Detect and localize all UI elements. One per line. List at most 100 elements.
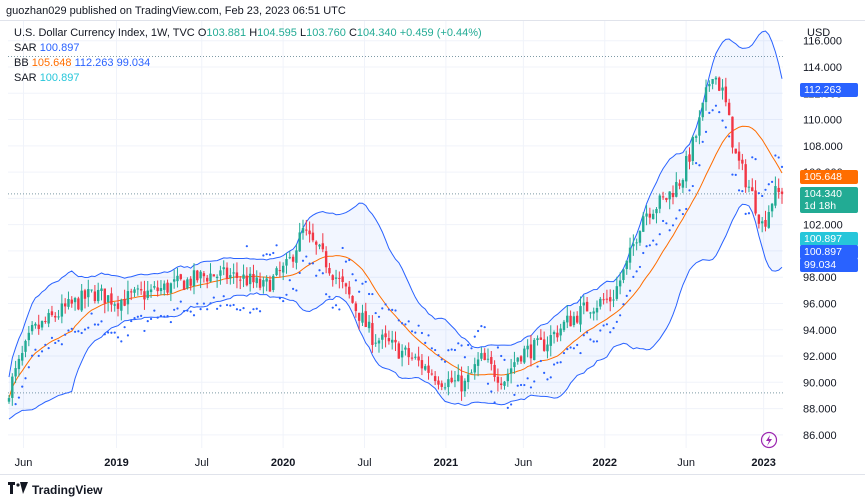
candle-body [559,328,562,336]
candle-body [678,183,681,186]
candle-body [490,357,493,364]
candle-body [407,348,410,358]
candle-body [30,324,34,332]
candle-body [572,316,576,326]
candle-body [585,301,589,312]
sar-dot [206,308,209,311]
sar-dot [516,384,519,387]
candle-body [414,356,417,358]
sar-dot [159,314,163,318]
legend-bb-lower: 99.034 [116,57,151,69]
candle-body [90,289,93,291]
x-tick-label: 2023 [751,457,775,469]
sar-dot [249,311,252,314]
sar-dot [176,307,179,310]
candle-body [724,86,728,103]
candle-body [523,348,526,363]
x-tick-label: Jun [515,457,533,469]
candle-body [691,136,695,161]
candle-body [344,283,348,287]
sar-dot [216,307,219,310]
candle-body [671,193,675,198]
candle-body [536,338,539,341]
x-tick-label: 2020 [271,457,295,469]
sar-dot [668,229,671,232]
bb-upper-line [8,30,783,378]
candle-body [582,302,585,306]
candle-body [139,289,143,291]
candle-body [255,277,258,284]
candle-body [757,214,761,224]
candle-body [202,273,206,277]
sar-dot [202,302,206,305]
sar-dot [628,289,632,292]
sar-dot [24,377,27,380]
lightning-icon [760,431,778,449]
candle-body [116,303,120,309]
candle-body [196,270,199,281]
candle-body [77,298,80,310]
candle-body [569,315,572,327]
candle-body [552,332,556,335]
candle-body [734,148,737,154]
chart-legend: U.S. Dollar Currency Index, 1W, TVC O103… [14,26,482,86]
candle-body [685,156,688,182]
y-tick-label: 88.000 [803,404,837,416]
sar-dot [311,262,315,265]
candle-body [480,353,483,359]
candle-body [265,278,268,282]
sar-dot [562,351,566,355]
chart-area[interactable] [0,20,865,475]
legend-bb-row[interactable]: BB 105.648 112.263 99.034 [14,56,482,71]
candle-body [212,274,216,277]
candle-body [17,358,21,370]
legend-high-label: H [249,27,258,39]
sar-dot [391,308,394,311]
legend-sar2-row[interactable]: SAR 100.897 [14,71,482,86]
sar-dot [519,383,523,387]
sar-dot [500,354,503,358]
legend-sar-row[interactable]: SAR 100.897 [14,41,482,56]
candle-body [741,159,744,164]
candle-body [21,353,24,361]
candle-body [63,303,67,307]
candle-body [410,357,414,359]
sar-dot [718,110,721,114]
candle-body [219,270,222,276]
candle-body [701,102,704,118]
sar-dot [648,244,651,247]
legend-bb-upper: 112.263 [74,57,114,69]
sar-dot [173,308,176,311]
sar-dot [229,304,232,307]
sar-dot [107,331,110,334]
sar-dot [642,251,645,255]
sar-dot [658,233,661,236]
candle-body [496,376,500,383]
sar-dot [695,162,698,165]
candle-body [285,259,288,266]
candle-body [526,345,529,350]
candle-body [252,273,255,283]
sar-dot [110,331,113,334]
candle-body [113,304,116,306]
candle-body [780,191,784,194]
sar-dot [143,329,146,333]
candle-body [100,288,103,291]
footer-brand[interactable]: TradingView [8,482,102,497]
sar-dot [473,335,476,338]
candle-body [159,288,163,292]
candle-body [381,334,384,340]
candle-body [172,279,176,282]
candle-body [11,376,14,398]
sar-dot [582,334,585,337]
sar-dot [685,207,688,211]
sar-dot [443,360,447,363]
candle-body [338,277,341,279]
candle-body [708,84,711,87]
candle-body [648,213,652,218]
candle-body [509,368,513,374]
sar-dot [622,303,625,306]
sar-dot [671,224,675,227]
sar-dot [397,319,400,322]
x-tick-label: Jun [15,457,33,469]
